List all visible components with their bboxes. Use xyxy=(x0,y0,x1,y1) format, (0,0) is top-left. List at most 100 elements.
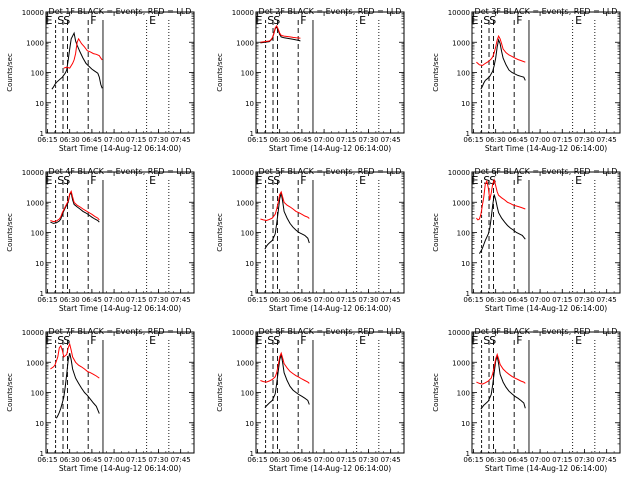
x-tick-label: 06:15 xyxy=(37,456,57,464)
y-tick-label: 1000 xyxy=(26,39,44,47)
x-tick-label: 06:30 xyxy=(60,456,80,464)
interval-marker-label: E xyxy=(471,14,478,27)
interval-marker-label: S xyxy=(267,174,274,187)
lld-series-line xyxy=(260,190,310,222)
detector-panel-5: Det 5F BLACK = Events, RED = LLD 1 10 100 10… xyxy=(216,167,405,313)
y-tick-label: 10000 xyxy=(22,169,44,177)
interval-marker-label: E xyxy=(575,334,582,347)
events-series-line xyxy=(55,352,100,419)
x-tick-label: 07:45 xyxy=(381,296,401,304)
y-tick-label: 1000 xyxy=(452,199,470,207)
x-tick-label: 06:30 xyxy=(486,136,506,144)
x-tick-label: 06:45 xyxy=(508,296,528,304)
x-tick-label: 06:30 xyxy=(60,296,80,304)
x-tick-label: 06:45 xyxy=(82,456,102,464)
y-tick-label: 100 xyxy=(241,70,254,78)
plot-frame xyxy=(471,331,621,454)
x-tick-label: 07:15 xyxy=(552,136,572,144)
x-tick-label: 07:45 xyxy=(381,136,401,144)
interval-marker-label: F xyxy=(90,334,96,347)
y-tick-label: 100 xyxy=(457,390,470,398)
y-tick-label: 10000 xyxy=(232,169,254,177)
interval-marker-label: F xyxy=(516,334,522,347)
y-tick-label: 10 xyxy=(245,260,254,268)
interval-marker-label: E xyxy=(359,14,366,27)
interval-marker-label: F xyxy=(516,174,522,187)
x-tick-label: 06:45 xyxy=(82,136,102,144)
y-tick-label: 1000 xyxy=(26,199,44,207)
interval-marker-label: E xyxy=(575,14,582,27)
interval-marker-label: S xyxy=(63,174,70,187)
x-axis-label: Start Time (14-Aug-12 06:14:00) xyxy=(59,304,181,313)
y-axis-label: Counts/sec xyxy=(432,53,440,92)
panel-title: Det 9F BLACK = Events, RED = LLD xyxy=(475,327,618,336)
y-tick-label: 1000 xyxy=(26,359,44,367)
x-axis-label: Start Time (14-Aug-12 06:14:00) xyxy=(485,304,607,313)
interval-marker-label: S xyxy=(63,334,70,347)
interval-marker-label: E xyxy=(149,14,156,27)
x-tick-label: 06:30 xyxy=(486,296,506,304)
x-tick-label: 06:30 xyxy=(486,456,506,464)
x-tick-label: 06:45 xyxy=(292,456,312,464)
x-tick-label: 07:30 xyxy=(148,136,168,144)
x-tick-label: 06:15 xyxy=(463,456,483,464)
detector-panel-1: Det 1F BLACK = Events, RED = LLD 1 10 100 10… xyxy=(6,7,195,153)
y-tick-label: 1000 xyxy=(236,39,254,47)
y-tick-label: 1 xyxy=(250,450,254,458)
interval-marker-label: E xyxy=(471,334,478,347)
y-tick-label: 100 xyxy=(457,230,470,238)
x-axis-label: Start Time (14-Aug-12 06:14:00) xyxy=(269,464,391,473)
panel-title: Det 2F BLACK = Events, RED = LLD xyxy=(259,7,402,16)
lld-series-line xyxy=(476,352,526,385)
x-tick-label: 06:45 xyxy=(508,456,528,464)
interval-marker-label: S xyxy=(489,334,496,347)
interval-marker-label: E xyxy=(45,334,52,347)
plot-frame xyxy=(45,331,195,454)
x-tick-label: 06:15 xyxy=(247,296,267,304)
plot-frame xyxy=(45,11,195,134)
plot-frame xyxy=(255,331,405,454)
interval-marker-label: S xyxy=(57,14,64,27)
interval-marker-label: E xyxy=(471,174,478,187)
interval-marker-label: S xyxy=(489,14,496,27)
interval-marker-label: F xyxy=(90,14,96,27)
x-tick-label: 06:45 xyxy=(508,136,528,144)
interval-marker-label: S xyxy=(273,174,280,187)
y-tick-label: 1 xyxy=(40,130,44,138)
x-tick-label: 07:30 xyxy=(574,296,594,304)
lld-series-line xyxy=(476,34,526,67)
detector-panel-6: Det 6F BLACK = Events, RED = LLD 1 10 100 10… xyxy=(432,167,621,313)
y-tick-label: 10000 xyxy=(232,9,254,17)
x-tick-label: 07:00 xyxy=(530,456,550,464)
y-tick-label: 100 xyxy=(31,70,44,78)
x-tick-label: 07:00 xyxy=(104,456,124,464)
x-tick-label: 07:00 xyxy=(530,136,550,144)
interval-marker-label: S xyxy=(57,174,64,187)
x-tick-label: 06:30 xyxy=(270,296,290,304)
events-series-line xyxy=(264,192,310,250)
events-series-line xyxy=(51,31,103,90)
y-tick-label: 10 xyxy=(35,100,44,108)
panel-title: Det 6F BLACK = Events, RED = LLD xyxy=(475,167,618,176)
interval-marker-label: E xyxy=(45,14,52,27)
interval-marker-label: S xyxy=(63,14,70,27)
y-tick-label: 10 xyxy=(245,420,254,428)
plot-frame xyxy=(471,11,621,134)
x-tick-label: 06:45 xyxy=(82,296,102,304)
y-tick-label: 10 xyxy=(35,420,44,428)
y-tick-label: 10 xyxy=(35,260,44,268)
lld-series-line xyxy=(476,178,526,221)
y-axis-label: Counts/sec xyxy=(6,213,14,252)
x-tick-label: 07:45 xyxy=(381,456,401,464)
x-tick-label: 06:30 xyxy=(270,456,290,464)
y-tick-label: 10 xyxy=(461,260,470,268)
lld-series-line xyxy=(63,37,103,69)
events-series-line xyxy=(480,355,526,410)
interval-marker-label: E xyxy=(359,334,366,347)
x-tick-label: 07:45 xyxy=(171,296,191,304)
x-tick-label: 06:15 xyxy=(37,296,57,304)
plot-frame xyxy=(45,171,195,294)
y-tick-label: 10000 xyxy=(232,329,254,337)
x-tick-label: 07:30 xyxy=(358,456,378,464)
